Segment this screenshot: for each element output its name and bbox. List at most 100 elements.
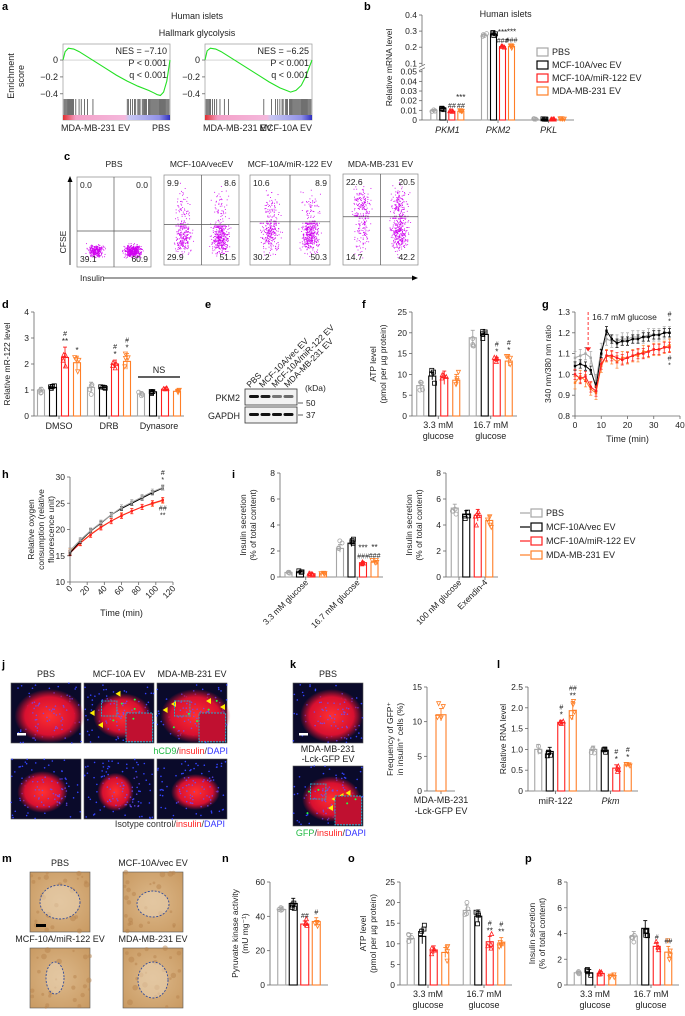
event-dot [215,241,217,243]
event-dot [218,243,220,245]
event-dot [404,240,406,242]
event-dot [90,252,92,254]
nucleus [37,723,39,725]
event-dot [131,250,133,252]
nucleus [360,702,363,705]
event-dot [399,221,401,223]
nucleus [159,794,162,796]
event-dot [179,226,181,228]
event-dot [127,252,129,254]
event-dot [223,247,225,249]
event-dot [398,214,400,216]
event-dot [223,245,225,247]
event-dot [275,220,277,222]
nucleus [322,809,325,812]
event-dot [270,222,272,224]
event-dot [223,247,224,249]
event-dot [396,229,398,231]
event-dot [140,252,142,254]
data-point [318,571,324,577]
event-dot [312,228,314,230]
event-dot [399,221,401,223]
image-title: PBS [37,669,55,679]
event-dot [397,199,399,200]
event-dot [223,225,224,227]
event-dot [217,195,218,197]
event-dot [218,247,220,249]
event-dot [129,246,131,248]
event-dot [265,241,267,243]
y-axis-label: 340 nm/380 nm ratio [543,325,553,403]
event-dot [394,223,396,225]
nucleus [36,805,38,808]
data-point [584,375,587,378]
stimulus-label: 16.7 mM glucose [592,312,657,322]
event-dot [216,244,218,246]
event-dot [137,250,139,251]
event-dot [215,231,217,233]
event-dot [310,224,312,226]
event-dot [190,232,191,234]
event-dot [306,237,308,239]
event-dot [364,222,365,223]
event-dot [220,226,222,228]
event-dot [224,249,226,250]
event-dot [222,252,224,254]
event-dot [307,228,308,230]
event-dot [216,255,218,257]
event-dot [222,244,224,246]
event-dot [187,232,189,233]
x-tick-label: 80 [129,583,143,597]
mw-marker: 50 [306,398,316,408]
quadrant-percentage: 30.2 [253,252,270,262]
event-dot [270,232,272,234]
event-dot [132,252,134,254]
event-dot [307,233,309,235]
event-dot [180,237,182,239]
event-dot [214,238,216,240]
nucleus [333,721,335,723]
data-point [579,362,582,366]
event-dot [97,252,99,254]
event-dot [268,220,270,222]
event-dot [401,215,403,217]
significance-mark: ### [357,554,369,561]
event-dot [135,257,137,258]
event-dot [101,248,103,250]
event-dot [220,242,221,244]
event-dot [219,242,220,244]
event-dot [187,223,189,225]
event-dot [398,239,400,241]
event-dot [228,195,230,197]
event-dot [218,251,220,253]
event-dot [186,242,188,244]
nucleus [189,794,192,796]
event-dot [131,249,133,251]
event-dot [401,239,403,241]
quadrant-percentage: 0.0 [136,180,148,190]
event-dot [178,231,179,233]
event-dot [319,193,321,195]
stain-label: DAPI [204,819,225,829]
x-tick-label: 60 [112,583,126,597]
significance-mark: # [507,340,511,347]
event-dot [221,251,223,253]
data-point [663,331,666,334]
event-dot [218,238,220,240]
event-dot [306,240,308,242]
event-dot [96,246,98,248]
event-dot [280,215,282,216]
event-dot [180,235,182,237]
event-dot [398,224,400,226]
event-dot [364,198,366,200]
event-dot [98,250,100,252]
nucleus [79,810,82,813]
nucleus [361,795,364,798]
event-dot [361,215,362,217]
nucleus [125,793,128,796]
event-dot [359,245,361,247]
event-dot [366,241,368,242]
nucleus [33,707,35,710]
nucleus [32,712,34,714]
